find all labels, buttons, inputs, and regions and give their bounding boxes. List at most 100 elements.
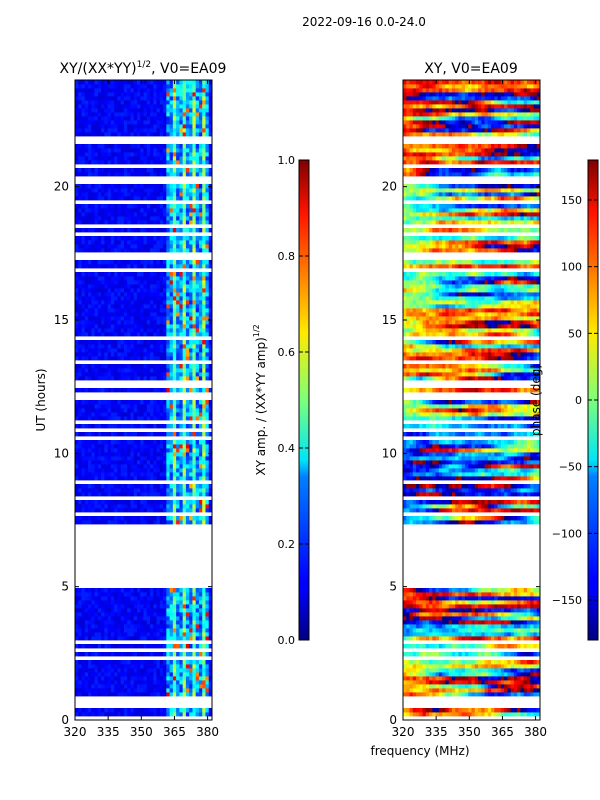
panel1-cell: [84, 452, 89, 457]
panel1-cell: [101, 168, 105, 173]
panel1-cell: [104, 240, 109, 245]
panel1-cell: [75, 488, 79, 493]
panel1-cell: [166, 492, 170, 497]
panel1-cell: [205, 628, 210, 633]
panel1-cell: [172, 440, 177, 445]
panel1-cell: [110, 196, 115, 201]
panel1-cell: [110, 488, 115, 493]
panel1-cell: [179, 276, 184, 281]
panel1-cell: [104, 104, 109, 109]
panel1-cell: [185, 628, 190, 633]
panel1-cell: [159, 432, 164, 437]
panel1-cell: [75, 628, 79, 633]
panel1-cell: [195, 484, 200, 489]
panel1-cell: [143, 508, 148, 513]
panel1-cell: [156, 508, 161, 513]
panel2-cell: [487, 708, 492, 713]
panel1-cell: [146, 304, 151, 309]
panel1-cell: [166, 600, 170, 605]
colorbar1: [298, 159, 310, 641]
panel1-cell: [172, 616, 177, 621]
panel1-cell: [101, 468, 105, 473]
panel1-cell: [78, 604, 82, 609]
panel1-cell: [91, 144, 95, 149]
panel1-cell: [75, 492, 79, 497]
panel1-cell: [146, 192, 151, 197]
panel2-cell: [416, 708, 420, 713]
panel1-cell: [91, 684, 95, 689]
panel1-cell: [91, 448, 95, 453]
panel1-cell: [140, 212, 144, 217]
panel1-cell: [140, 632, 144, 637]
panel1-cell: [195, 192, 200, 197]
panel1-cell: [205, 144, 210, 149]
panel1-cell: [84, 684, 89, 689]
panel1-cell: [88, 220, 92, 225]
panel1-cell: [179, 664, 184, 669]
panel1-cell: [185, 124, 190, 129]
panel1-cell: [75, 508, 79, 513]
panel1-cell: [110, 464, 115, 469]
panel1-cell: [78, 592, 82, 597]
panel1-cell: [198, 508, 203, 513]
panel1-cell: [107, 276, 112, 281]
panel1-cell: [182, 620, 187, 625]
panel1-cell: [140, 280, 144, 285]
panel1-cell: [127, 404, 131, 409]
panel1-cell: [208, 244, 212, 249]
panel1-cell: [120, 156, 125, 161]
panel1-cell: [91, 352, 95, 357]
panel1-cell: [182, 376, 187, 381]
panel1-cell: [179, 592, 184, 597]
panel1-cell: [133, 620, 138, 625]
panel1-cell: [104, 244, 109, 249]
panel1-cell: [153, 388, 157, 393]
panel1-cell: [81, 152, 86, 157]
panel1-cell: [130, 328, 135, 333]
panel1-cell: [202, 204, 206, 209]
panel1-cell: [133, 368, 138, 373]
panel1-cell: [156, 312, 161, 317]
panel1-cell: [123, 284, 128, 289]
panel1-cell: [159, 120, 164, 125]
panel1-cell: [189, 284, 193, 289]
panel1-cell: [143, 368, 148, 373]
panel1-cell: [91, 452, 95, 457]
panel1-cell: [192, 184, 197, 189]
panel1-cell: [81, 684, 86, 689]
panel1-cell: [123, 128, 128, 133]
panel1-cell: [172, 372, 177, 377]
panel1-cell: [133, 104, 138, 109]
panel2-cell: [471, 708, 476, 713]
panel1-cell: [156, 92, 161, 97]
panel1-cell: [88, 244, 92, 249]
panel1-cell: [163, 416, 167, 421]
panel1-cell: [176, 352, 180, 357]
panel1-cell: [172, 292, 177, 297]
panel1-cell: [172, 300, 177, 305]
panel1-cell: [114, 516, 118, 521]
panel1-cell: [88, 340, 92, 345]
panel1-cell: [159, 452, 164, 457]
panel1-cell: [166, 608, 170, 613]
panel1-cell: [208, 484, 212, 489]
panel1-cell: [202, 236, 206, 241]
panel1-cell: [133, 460, 138, 465]
panel1-cell: [189, 596, 193, 601]
panel1-cell: [120, 84, 125, 89]
panel1-cell: [127, 488, 131, 493]
panel1-cell: [104, 304, 109, 309]
panel1-cell: [117, 592, 122, 597]
panel1-cell: [88, 320, 92, 325]
panel1-cell: [176, 128, 180, 133]
panel1-cell: [192, 608, 197, 613]
panel1-cell: [97, 444, 102, 449]
panel1-cell: [185, 296, 190, 301]
panel1-cell: [94, 624, 99, 629]
panel1-cell: [75, 404, 79, 409]
panel1-cell: [123, 324, 128, 329]
panel1-cell: [78, 132, 82, 137]
panel1-cell: [107, 356, 112, 361]
panel2-cell: [510, 712, 515, 717]
panel1-cell: [104, 368, 109, 373]
